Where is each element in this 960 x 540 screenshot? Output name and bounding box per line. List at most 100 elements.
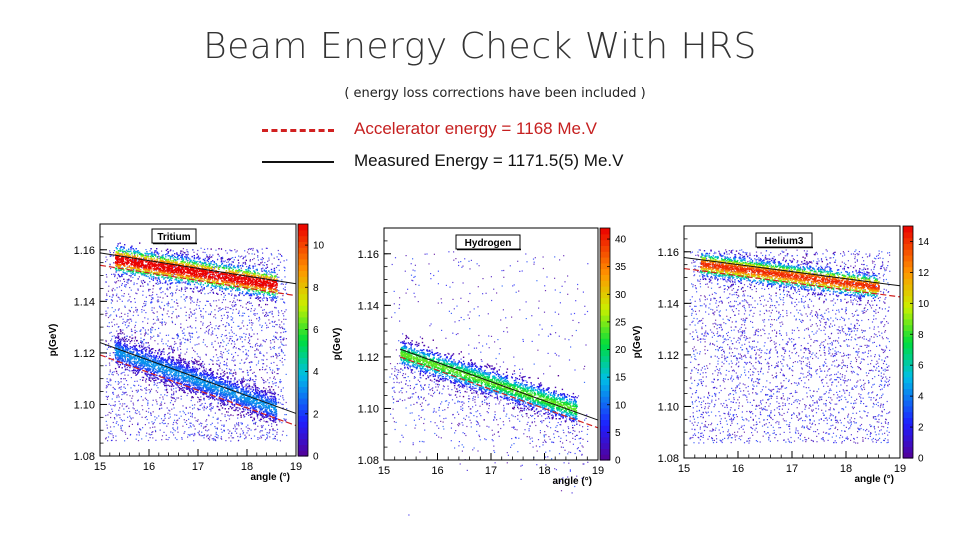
scatter-point bbox=[153, 400, 154, 401]
scatter-point bbox=[234, 298, 235, 299]
scatter-point bbox=[274, 341, 275, 342]
scatter-point bbox=[145, 389, 146, 390]
band-point bbox=[119, 258, 120, 259]
scatter-point bbox=[254, 372, 255, 373]
band-point bbox=[271, 271, 272, 272]
scatter-point bbox=[193, 440, 194, 441]
scatter-point bbox=[239, 328, 240, 329]
scatter-point bbox=[160, 289, 161, 290]
scatter-point bbox=[274, 376, 275, 377]
scatter-point bbox=[230, 336, 231, 337]
scatter-point bbox=[190, 302, 191, 303]
band-point bbox=[211, 248, 212, 249]
scatter-point bbox=[113, 387, 114, 388]
scatter-point bbox=[143, 345, 144, 346]
scatter-point bbox=[177, 347, 178, 348]
scatter-point bbox=[252, 379, 253, 380]
scatter-point bbox=[254, 254, 255, 255]
band-point bbox=[245, 263, 246, 264]
scatter-point bbox=[262, 264, 263, 265]
band-point bbox=[163, 264, 164, 265]
band-point bbox=[160, 282, 161, 283]
scatter-point bbox=[170, 431, 171, 432]
band-point bbox=[247, 271, 248, 272]
scatter-point bbox=[121, 373, 122, 374]
scatter-point bbox=[254, 263, 255, 264]
scatter-point bbox=[121, 285, 122, 286]
scatter-point bbox=[127, 283, 128, 284]
scatter-point bbox=[242, 320, 243, 321]
scatter-point bbox=[124, 293, 125, 294]
scatter-point bbox=[165, 418, 166, 419]
band-point bbox=[177, 256, 178, 257]
band-point bbox=[242, 273, 243, 274]
scatter-point bbox=[111, 433, 112, 434]
scatter-point bbox=[192, 301, 193, 302]
scatter-point bbox=[195, 317, 196, 318]
scatter-point bbox=[218, 343, 219, 344]
band-point bbox=[252, 284, 253, 285]
scatter-point bbox=[262, 379, 263, 380]
scatter-point bbox=[275, 332, 276, 333]
scatter-point bbox=[231, 330, 232, 331]
scatter-point bbox=[166, 386, 167, 387]
band-point bbox=[212, 276, 213, 277]
scatter-point bbox=[145, 342, 146, 343]
band-point bbox=[248, 283, 249, 284]
scatter-point bbox=[248, 337, 249, 338]
scatter-point bbox=[157, 383, 158, 384]
scatter-point bbox=[187, 340, 188, 341]
scatter-point bbox=[281, 343, 282, 344]
scatter-point bbox=[108, 346, 109, 347]
scatter-point bbox=[248, 355, 249, 356]
scatter-point bbox=[270, 311, 271, 312]
scatter-point bbox=[174, 401, 175, 402]
band-point bbox=[126, 262, 127, 263]
scatter-point bbox=[217, 429, 218, 430]
scatter-point bbox=[114, 335, 115, 336]
band-point bbox=[174, 272, 175, 273]
band-point bbox=[203, 288, 204, 289]
scatter-point bbox=[196, 344, 197, 345]
scatter-point bbox=[252, 305, 253, 306]
scatter-point bbox=[221, 320, 222, 321]
band-point bbox=[213, 264, 214, 265]
scatter-point bbox=[281, 284, 282, 285]
band-point bbox=[206, 274, 207, 275]
scatter-point bbox=[245, 336, 246, 337]
scatter-point bbox=[278, 353, 279, 354]
scatter-point bbox=[213, 438, 214, 439]
scatter-point bbox=[220, 363, 221, 364]
scatter-point bbox=[225, 349, 226, 350]
band-point bbox=[127, 267, 128, 268]
band-point bbox=[256, 298, 257, 299]
scatter-point bbox=[152, 307, 153, 308]
scatter-point bbox=[277, 440, 278, 441]
scatter-point bbox=[281, 404, 282, 405]
scatter-point bbox=[202, 403, 203, 404]
band-point bbox=[190, 275, 191, 276]
scatter-point bbox=[226, 368, 227, 369]
band-point bbox=[182, 258, 183, 259]
scatter-point bbox=[228, 312, 229, 313]
scatter-point bbox=[155, 430, 156, 431]
scatter-point bbox=[174, 344, 175, 345]
scatter-point bbox=[119, 286, 120, 287]
scatter-point bbox=[127, 369, 128, 370]
scatter-point bbox=[160, 322, 161, 323]
scatter-point bbox=[263, 360, 264, 361]
scatter-point bbox=[129, 416, 130, 417]
scatter-point bbox=[269, 382, 270, 383]
band-point bbox=[263, 297, 264, 298]
scatter-point bbox=[258, 350, 259, 351]
scatter-point bbox=[207, 430, 208, 431]
scatter-point bbox=[154, 384, 155, 385]
scatter-point bbox=[111, 360, 112, 361]
scatter-point bbox=[165, 383, 166, 384]
scatter-point bbox=[193, 252, 194, 253]
scatter-point bbox=[116, 373, 117, 374]
scatter-point bbox=[122, 301, 123, 302]
scatter-point bbox=[152, 298, 153, 299]
scatter-point bbox=[233, 356, 234, 357]
band-point bbox=[115, 265, 116, 266]
